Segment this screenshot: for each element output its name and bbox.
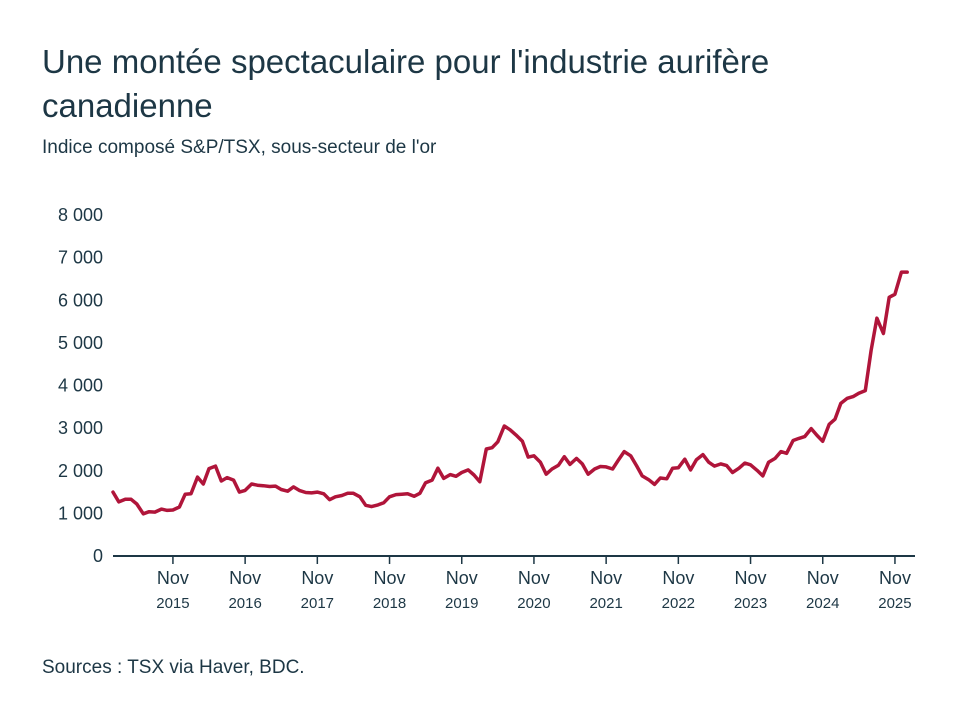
x-tick-label-month: Nov xyxy=(446,568,478,588)
x-tick-label-year: 2017 xyxy=(301,595,334,612)
x-tick-label-month: Nov xyxy=(229,568,261,588)
y-tick-label: 8 000 xyxy=(58,205,103,225)
x-tick-label-year: 2019 xyxy=(445,595,478,612)
x-tick-label-month: Nov xyxy=(301,568,333,588)
y-tick-label: 7 000 xyxy=(58,248,103,268)
x-tick-label-month: Nov xyxy=(735,568,767,588)
x-tick-label-year: 2025 xyxy=(878,595,911,612)
y-tick-label: 2 000 xyxy=(58,461,103,481)
y-tick-label: 0 xyxy=(93,546,103,566)
x-axis-ticks: Nov 2015 Nov 2016 Nov 2017 Nov 2018 Nov 2019 Nov 20… xyxy=(156,556,912,612)
x-tick-label-year: 2015 xyxy=(156,595,189,612)
x-tick-label-year: 2020 xyxy=(517,595,550,612)
y-tick-label: 6 000 xyxy=(58,290,103,310)
series-line-gold-index xyxy=(111,270,909,516)
x-tick-label-year: 2024 xyxy=(806,595,839,612)
x-tick-label-month: Nov xyxy=(157,568,189,588)
y-tick-label: 3 000 xyxy=(58,418,103,438)
x-tick-label-month: Nov xyxy=(807,568,839,588)
x-tick-label-year: 2018 xyxy=(373,595,406,612)
y-tick-label: 4 000 xyxy=(58,376,103,396)
series-group xyxy=(111,270,909,516)
x-tick-label-month: Nov xyxy=(879,568,911,588)
x-tick-label-year: 2016 xyxy=(228,595,261,612)
y-tick-label: 1 000 xyxy=(58,503,103,523)
x-tick-label-month: Nov xyxy=(590,568,622,588)
chart-subtitle: Indice composé S&P/TSX, sous-secteur de … xyxy=(42,137,437,158)
x-tick-label-month: Nov xyxy=(518,568,550,588)
y-axis-ticks: 0 1 000 2 000 3 000 4 000 5 000 6 000 7 000 8 00… xyxy=(58,205,103,566)
x-tick-label-year: 2022 xyxy=(662,595,695,612)
x-tick-label-year: 2021 xyxy=(589,595,622,612)
x-tick-label-year: 2023 xyxy=(734,595,767,612)
chart-title: Une montée spectaculaire pour l'industri… xyxy=(42,43,770,124)
x-tick-label-month: Nov xyxy=(662,568,694,588)
x-tick-label-month: Nov xyxy=(374,568,406,588)
source-note: Sources : TSX via Haver, BDC. xyxy=(42,657,305,678)
y-tick-label: 5 000 xyxy=(58,333,103,353)
